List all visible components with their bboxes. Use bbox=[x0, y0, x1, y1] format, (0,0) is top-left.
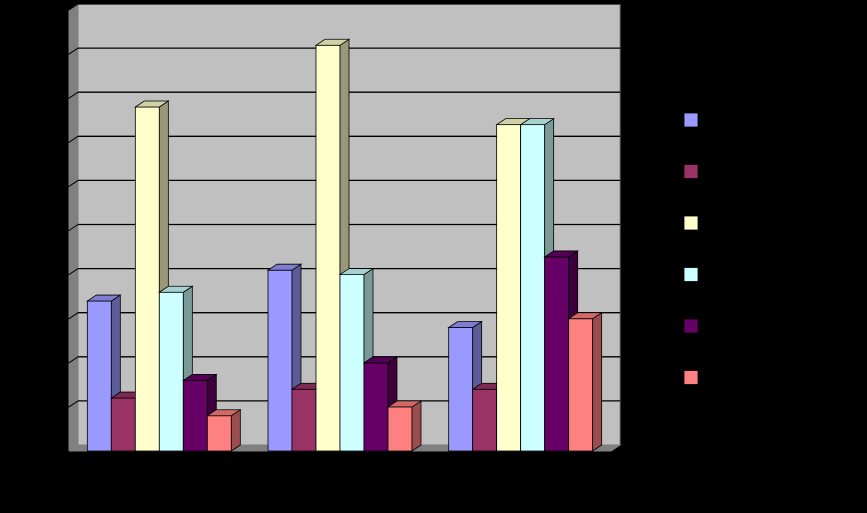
gridline-side bbox=[68, 356, 79, 364]
bar-top bbox=[362, 356, 399, 364]
legend-swatch bbox=[683, 318, 699, 334]
bar-top bbox=[567, 312, 603, 320]
bar-top bbox=[314, 38, 351, 46]
bar-side bbox=[592, 311, 603, 452]
bar-front bbox=[315, 44, 341, 452]
gridline-side bbox=[68, 312, 79, 320]
bar-top bbox=[182, 374, 218, 381]
bar-front bbox=[291, 388, 317, 452]
bar-front bbox=[387, 406, 413, 452]
bar-top bbox=[519, 118, 555, 126]
bar-front bbox=[472, 388, 498, 452]
bar-top bbox=[158, 285, 194, 293]
bar-top bbox=[447, 321, 483, 328]
bar-top bbox=[266, 263, 303, 271]
gridline-side bbox=[68, 3, 79, 11]
legend-swatch bbox=[683, 267, 699, 282]
bar-top bbox=[386, 400, 423, 408]
bar-front bbox=[134, 106, 160, 452]
bar-top bbox=[206, 409, 242, 417]
bar-side bbox=[230, 408, 241, 452]
bar-front bbox=[363, 362, 389, 452]
legend-swatch bbox=[683, 164, 699, 179]
legend-swatch bbox=[683, 215, 699, 231]
gridline-side bbox=[68, 224, 79, 231]
gridline-side bbox=[68, 179, 79, 187]
bar-front bbox=[110, 397, 136, 452]
bar-front bbox=[86, 300, 112, 452]
legend-swatch bbox=[683, 370, 699, 385]
bar-front bbox=[339, 274, 365, 452]
bar-front bbox=[520, 124, 546, 452]
legend-swatch bbox=[683, 112, 699, 128]
bar-front bbox=[267, 269, 293, 452]
gridline-side bbox=[68, 91, 79, 99]
bar-top bbox=[134, 100, 170, 108]
gridline-side bbox=[68, 135, 79, 143]
bar-front bbox=[544, 256, 570, 452]
bar-front bbox=[206, 415, 232, 452]
gridline-side bbox=[68, 268, 79, 276]
bar-top bbox=[86, 294, 122, 302]
gridline-side bbox=[68, 400, 79, 408]
bar-front bbox=[182, 380, 208, 452]
bar-front bbox=[448, 327, 474, 452]
gridline-side bbox=[68, 47, 79, 55]
bar-front bbox=[496, 124, 522, 452]
bar-top bbox=[338, 268, 375, 276]
bar-front bbox=[568, 318, 594, 452]
bar-top bbox=[543, 250, 579, 258]
bar-side bbox=[411, 400, 422, 452]
bar-front bbox=[158, 291, 184, 452]
